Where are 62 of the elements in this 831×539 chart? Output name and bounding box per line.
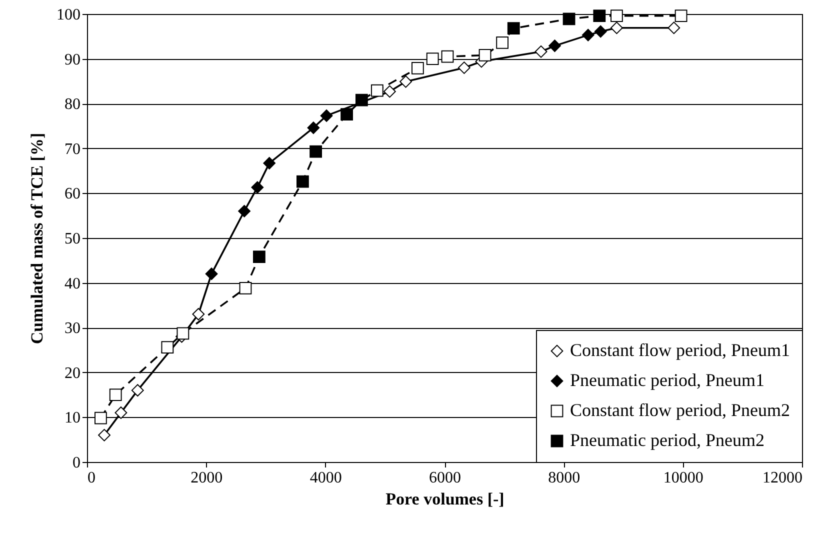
- point: [307, 122, 320, 134]
- point: [238, 204, 250, 218]
- point: [370, 84, 384, 97]
- y-tick-label: 80: [64, 96, 80, 114]
- point: [534, 45, 548, 58]
- x-tick-label: 0: [88, 470, 96, 486]
- y-tick-label: 40: [64, 275, 80, 292]
- y-axis-title: Cumulated mass of TCE [%]: [28, 132, 46, 344]
- point: [251, 181, 264, 194]
- point: [252, 250, 266, 264]
- point: [114, 406, 128, 419]
- point: [239, 282, 252, 294]
- x-tick-label: 4000: [310, 470, 342, 486]
- y-tick-label: 100: [56, 6, 80, 24]
- x-tick-label: 12000: [762, 470, 802, 486]
- point: [161, 341, 174, 354]
- legend-label: Pneumatic period, Pneum2: [570, 430, 764, 450]
- point: [582, 28, 594, 42]
- point: [320, 109, 333, 122]
- point: [593, 10, 606, 22]
- point: [441, 50, 454, 63]
- point: [131, 384, 144, 397]
- point: [478, 49, 492, 62]
- y-tick-label: 30: [64, 320, 80, 338]
- point: [176, 327, 190, 340]
- x-tick-label: 2000: [190, 470, 223, 486]
- point: [458, 62, 470, 74]
- point: [94, 412, 107, 424]
- point: [296, 175, 309, 188]
- point: [594, 25, 607, 38]
- point: [109, 388, 122, 401]
- point: [400, 75, 412, 88]
- y-tick-label: 70: [64, 140, 80, 158]
- point: [192, 308, 205, 320]
- x-tick-label: 6000: [429, 470, 461, 486]
- legend-label: Pneumatic period, Pneum1: [570, 370, 764, 390]
- point: [205, 268, 218, 280]
- y-tick-label: 60: [64, 186, 80, 203]
- point: [674, 10, 688, 22]
- x-tick-label: 10000: [663, 470, 704, 486]
- y-tick-label: 10: [64, 410, 80, 427]
- x-tick-label: 8000: [548, 470, 580, 486]
- point: [263, 156, 276, 170]
- legend-label: Constant flow period, Pneum2: [570, 400, 790, 420]
- point: [340, 108, 353, 121]
- legend-label: Constant flow period, Pneum1: [570, 340, 790, 360]
- point: [426, 52, 439, 65]
- point: [496, 36, 508, 49]
- y-tick-label: 50: [64, 230, 80, 248]
- y-tick-label: 20: [64, 364, 80, 382]
- point: [562, 12, 576, 26]
- point: [310, 145, 322, 158]
- point: [411, 62, 424, 74]
- y-tick-label: 90: [64, 51, 80, 68]
- y-tick-label: 0: [72, 454, 80, 472]
- point: [355, 94, 368, 106]
- point: [507, 22, 520, 35]
- x-axis-title: Pore volumes [-]: [386, 490, 504, 508]
- point: [610, 22, 623, 34]
- point: [383, 85, 396, 98]
- point: [548, 40, 561, 52]
- point: [610, 10, 623, 22]
